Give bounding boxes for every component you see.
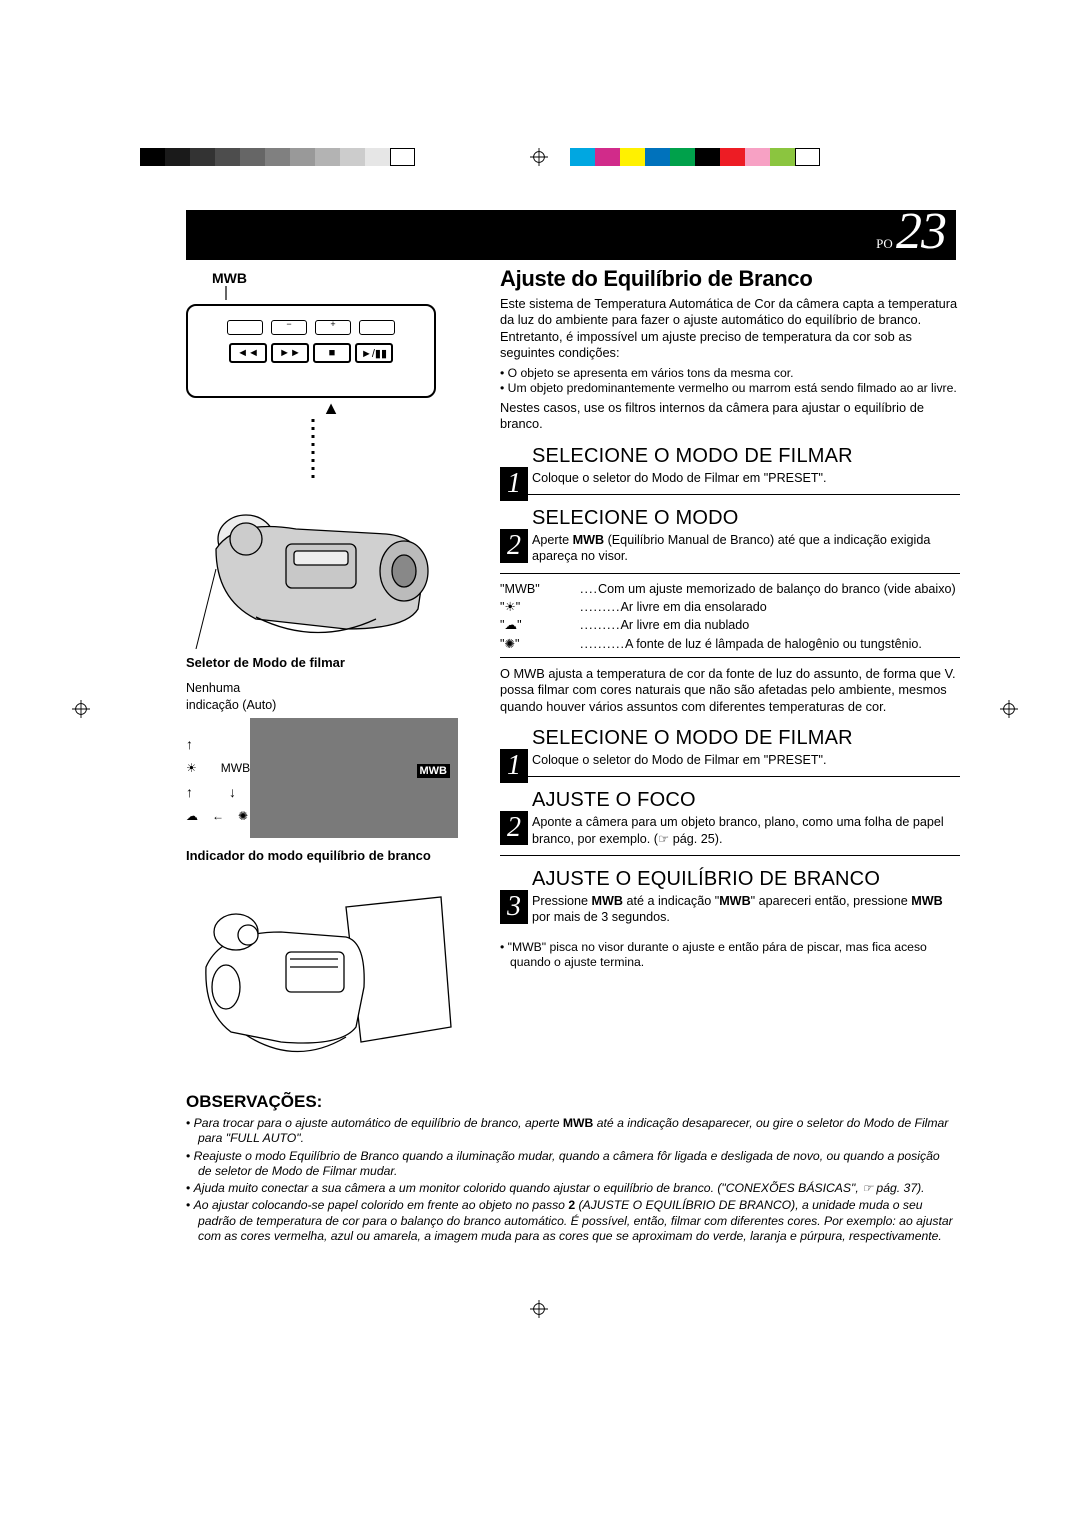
left-column: MWB − + ◄◄ ►► ■ ►/▮▮ ▲ [186, 270, 476, 1077]
intro-bullet: O objeto se apresenta em vários tons da … [500, 366, 960, 381]
sun-icon: ☀ [186, 761, 197, 775]
step: 2AJUSTE O FOCOAponte a câmera para um ob… [500, 789, 960, 856]
section-title: Ajuste do Equilíbrio de Branco [500, 266, 960, 292]
panel-small-button [227, 320, 263, 335]
registration-mark-left [72, 700, 90, 718]
mode-list-row: "☁"......... Ar livre em dia nublado [500, 616, 960, 634]
cloud-icon: ☁ [186, 809, 198, 823]
dotted-connector [304, 419, 322, 479]
step-number: 3 [500, 890, 528, 924]
mode-list-row: "✺".......... A fonte de luz é lâmpada d… [500, 635, 960, 653]
panel-stop-button: ■ [313, 343, 351, 363]
step-text: Aperte MWB (Equilíbrio Manual de Branco)… [532, 532, 960, 565]
page-prefix: PO [876, 236, 893, 251]
step-number: 1 [500, 749, 528, 783]
mwb-label: MWB [212, 270, 476, 286]
step-number: 2 [500, 529, 528, 563]
step: 2SELECIONE O MODOAperte MWB (Equilíbrio … [500, 507, 960, 574]
camera-illustration-top [186, 479, 446, 649]
registration-mark-top [530, 148, 548, 166]
observation-item: Ao ajustar colocando-se papel colorido e… [186, 1198, 956, 1244]
control-panel-figure: − + ◄◄ ►► ■ ►/▮▮ [186, 304, 436, 398]
header-band: PO 23 [186, 210, 956, 260]
step-text: Pressione MWB até a indicação "MWB" apar… [532, 893, 960, 926]
step-number: 2 [500, 811, 528, 845]
step-text: Aponte a câmera para um objeto branco, p… [532, 814, 960, 847]
viewfinder-display: MWB [250, 718, 458, 838]
mode-list: "MWB".... Com um ajuste memorizado de ba… [500, 580, 960, 653]
observations-list: Para trocar para o ajuste automático de … [186, 1116, 956, 1244]
panel-rewind-button: ◄◄ [229, 343, 267, 363]
registration-mark-right [1000, 700, 1018, 718]
panel-small-button [359, 320, 395, 335]
observation-item: Reajuste o modo Equilíbrio de Branco qua… [186, 1149, 956, 1180]
intro-bullet: Um objeto predominantemente vermelho ou … [500, 381, 960, 396]
mid-paragraph: O MWB ajusta a temperatura de cor da fon… [500, 666, 960, 715]
observations-title: OBSERVAÇÕES: [186, 1092, 956, 1112]
bulb-icon: ✺ [238, 809, 248, 823]
step-number: 1 [500, 467, 528, 501]
intro-paragraph: Este sistema de Temperatura Automática d… [500, 296, 960, 362]
step-heading: AJUSTE O EQUILÍBRIO DE BRANCO [532, 868, 960, 891]
step: 3AJUSTE O EQUILÍBRIO DE BRANCOPressione … [500, 868, 960, 934]
panel-small-button: − [271, 320, 307, 335]
observation-item: Para trocar para o ajuste automático de … [186, 1116, 956, 1147]
step-heading: SELECIONE O MODO DE FILMAR [532, 445, 960, 468]
mode-list-row: "☀"......... Ar livre em dia ensolarado [500, 598, 960, 616]
tail-bullet: "MWB" pisca no visor durante o ajuste e … [500, 940, 960, 971]
camera-illustration-bottom [186, 877, 456, 1077]
page-number-value: 23 [896, 203, 946, 260]
panel-ff-button: ►► [271, 343, 309, 363]
mode-cycle-diagram: ↑ ☀MWB ↑↓ ☁←✺ [186, 732, 256, 828]
page-number: PO 23 [876, 206, 946, 258]
step-heading: SELECIONE O MODO [532, 507, 960, 530]
observations-section: OBSERVAÇÕES: Para trocar para o ajuste a… [186, 1078, 956, 1246]
auto-indication-label: Nenhuma indicação (Auto) [186, 680, 476, 714]
intro-after: Nestes casos, use os filtros internos da… [500, 400, 960, 433]
up-arrow-icon: ▲ [186, 398, 476, 419]
observation-item: Ajuda muito conectar a sua câmera a um m… [186, 1181, 956, 1196]
step-text: Coloque o seletor do Modo de Filmar em "… [532, 752, 960, 768]
panel-small-button: + [315, 320, 351, 335]
right-column: Ajuste do Equilíbrio de Branco Este sist… [500, 266, 960, 974]
mwb-indicator-chip: MWB [417, 764, 451, 778]
panel-play-button: ►/▮▮ [355, 343, 393, 363]
caption-indicator: Indicador do modo equilíbrio de branco [186, 848, 476, 863]
intro-bullets: O objeto se apresenta em vários tons da … [500, 366, 960, 397]
step-heading: AJUSTE O FOCO [532, 789, 960, 812]
mode-list-row: "MWB".... Com um ajuste memorizado de ba… [500, 580, 960, 598]
tail-bullet-list: "MWB" pisca no visor durante o ajuste e … [500, 940, 960, 971]
caption-selector: Seletor de Modo de filmar [186, 655, 476, 670]
step-heading: SELECIONE O MODO DE FILMAR [532, 727, 960, 750]
step: 1SELECIONE O MODO DE FILMARColoque o sel… [500, 727, 960, 777]
registration-mark-bottom [530, 1300, 548, 1318]
step: 1SELECIONE O MODO DE FILMARColoque o sel… [500, 445, 960, 495]
step-text: Coloque o seletor do Modo de Filmar em "… [532, 470, 960, 486]
